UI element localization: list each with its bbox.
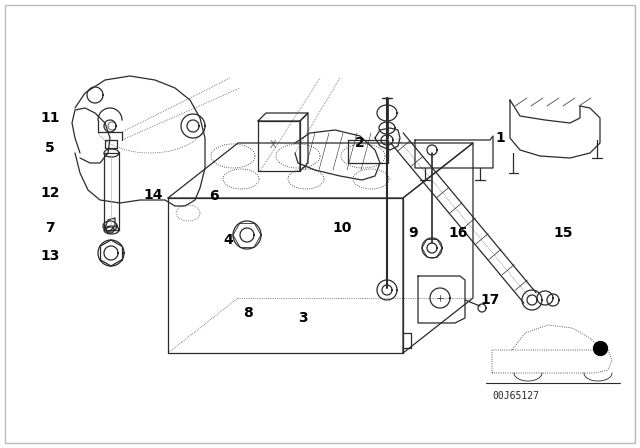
Text: 3: 3 bbox=[298, 311, 308, 325]
Text: 14: 14 bbox=[143, 188, 163, 202]
Text: 8: 8 bbox=[243, 306, 253, 320]
Text: 17: 17 bbox=[480, 293, 500, 307]
Text: 1: 1 bbox=[495, 131, 505, 145]
Text: 5: 5 bbox=[45, 141, 55, 155]
Text: X: X bbox=[269, 140, 276, 150]
Text: 00J65127: 00J65127 bbox=[492, 391, 539, 401]
Text: 13: 13 bbox=[40, 249, 60, 263]
Text: 6: 6 bbox=[209, 189, 219, 203]
Text: 12: 12 bbox=[40, 186, 60, 200]
Text: 2: 2 bbox=[355, 136, 365, 150]
Text: 16: 16 bbox=[448, 226, 468, 240]
Text: 7: 7 bbox=[45, 221, 55, 235]
Text: 15: 15 bbox=[553, 226, 573, 240]
Text: 11: 11 bbox=[40, 111, 60, 125]
Text: 4: 4 bbox=[223, 233, 233, 247]
Text: 10: 10 bbox=[332, 221, 352, 235]
Text: 9: 9 bbox=[408, 226, 418, 240]
